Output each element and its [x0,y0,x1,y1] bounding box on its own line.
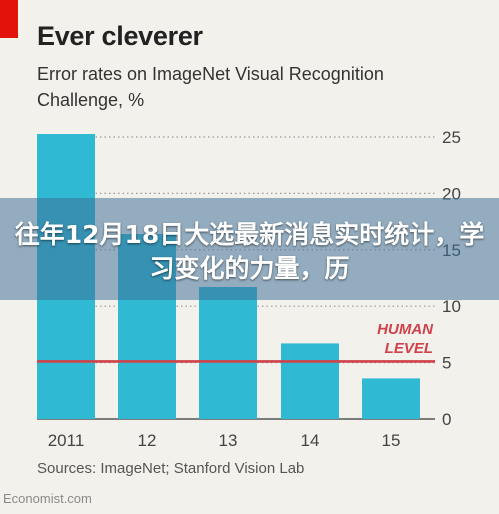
bar [281,343,339,419]
chart-subtitle: Error rates on ImageNet Visual Recogniti… [37,64,384,110]
sources-note: Sources: ImageNet; Stanford Vision Lab [37,460,305,477]
y-tick-label: 25 [442,128,461,147]
bar [199,287,257,419]
chart-title: Ever cleverer [37,21,203,51]
brand-red-tag [0,0,18,38]
x-tick-label: 13 [219,431,238,450]
headline-overlay-text: 往年12月18日大选最新消息实时统计，学习变化的力量，历 [14,220,485,283]
y-tick-label: 10 [442,297,461,316]
human-level-label: LEVEL [385,340,433,357]
headline-overlay-band [0,198,499,300]
y-tick-label: 5 [442,354,451,373]
x-tick-label: 2011 [48,431,85,450]
x-tick-label: 15 [382,431,401,450]
x-tick-label: 14 [301,431,320,450]
human-level-label: HUMAN [377,321,434,338]
economist-watermark: Economist.com [3,491,92,506]
bar [362,378,420,419]
x-tick-label: 12 [138,431,157,450]
y-tick-label: 0 [442,410,451,429]
